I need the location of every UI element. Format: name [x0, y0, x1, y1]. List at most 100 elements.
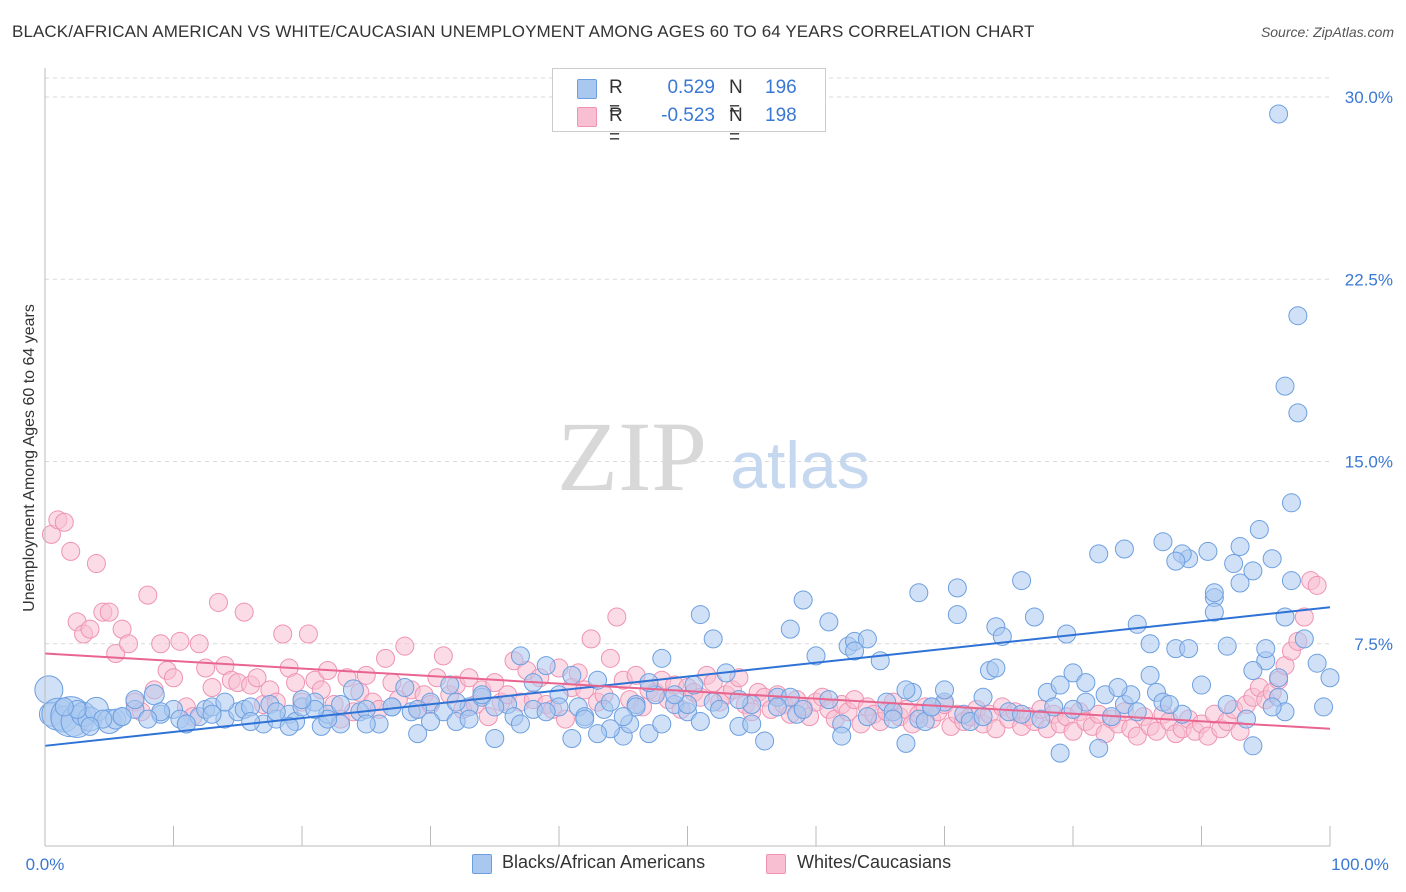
blue-point: [1230, 573, 1250, 593]
blue-point: [241, 712, 261, 732]
watermark-zip: ZIP: [557, 401, 707, 512]
blue-point: [1269, 104, 1289, 124]
blue-point: [922, 697, 942, 717]
blue-point: [1256, 639, 1276, 659]
blue-point: [1114, 539, 1134, 559]
pink-point: [600, 648, 620, 668]
pink-point: [286, 673, 306, 693]
blue-point: [342, 679, 364, 701]
blue-point: [742, 714, 762, 734]
blue-point: [710, 699, 730, 719]
pink-point: [1307, 575, 1327, 595]
pink-point: [189, 634, 209, 654]
blue-point: [652, 714, 672, 734]
blue-point: [331, 695, 351, 714]
blue-point: [1243, 660, 1263, 680]
blue-point: [1288, 403, 1308, 423]
pink-point: [119, 634, 139, 654]
watermark-atlas: atlas: [730, 428, 869, 502]
blue-point: [1269, 668, 1289, 688]
pink-point: [61, 541, 81, 561]
blue-point: [485, 729, 505, 749]
pink-point: [170, 631, 190, 651]
pink-point: [607, 607, 627, 627]
pink-point: [234, 602, 254, 622]
blue-point: [845, 641, 865, 661]
pink-point: [1294, 607, 1314, 627]
blue-point: [1281, 493, 1301, 513]
blue-point: [575, 709, 595, 729]
blue-point: [1172, 704, 1192, 724]
blue-point: [793, 590, 813, 610]
blue-point: [80, 716, 100, 736]
blue-point: [1243, 736, 1263, 756]
blue-trend-line: [44, 606, 1331, 747]
pink-point: [80, 619, 100, 639]
blue-point: [947, 605, 967, 625]
x-tick-label: 100.0%: [1331, 855, 1389, 874]
y-axis-label: Unemployment Among Ages 60 to 64 years: [21, 304, 38, 612]
blue-point: [896, 680, 916, 700]
pink-point: [247, 668, 267, 688]
blue-point: [176, 714, 196, 734]
blue-point: [1217, 695, 1237, 714]
pink-point: [298, 624, 318, 644]
legend-blue-label: Blacks/African Americans: [502, 852, 706, 872]
blue-point: [626, 697, 646, 717]
legend-r-label: R =: [609, 105, 623, 148]
blue-point: [1314, 697, 1334, 717]
blue-point: [806, 646, 826, 666]
blue-point: [857, 629, 877, 649]
pink-point: [99, 602, 119, 622]
legend-n-value: 198: [765, 105, 797, 126]
blue-point: [1012, 571, 1032, 591]
blue-point: [421, 712, 440, 732]
pink-point: [273, 624, 293, 644]
blue-point: [125, 690, 145, 710]
pink-point: [376, 648, 396, 668]
blue-point: [1089, 544, 1109, 564]
pink-point: [1063, 721, 1083, 741]
blue-point: [857, 707, 877, 727]
blue-point: [562, 729, 582, 749]
blue-point: [472, 685, 492, 705]
blue-point: [819, 612, 839, 632]
blue-point: [665, 685, 685, 705]
blue-point: [510, 714, 530, 734]
blue-point: [1249, 520, 1269, 540]
blue-point: [1307, 653, 1327, 673]
blue-point: [767, 697, 787, 717]
pink-point: [151, 634, 171, 654]
blue-point: [1230, 537, 1250, 557]
blue-point: [1089, 738, 1109, 758]
trend-lines: [44, 606, 1331, 747]
blue-point: [1127, 614, 1147, 634]
blue-point: [1063, 663, 1083, 683]
blue-point: [883, 709, 903, 729]
blue-point: [1012, 704, 1032, 724]
legend-r-label: R =: [609, 77, 623, 120]
blue-point: [992, 626, 1012, 646]
blue-point: [600, 692, 620, 712]
source-label: Source: ZipAtlas.com: [1260, 24, 1394, 40]
pink-point: [581, 629, 601, 649]
blue-point: [935, 680, 954, 700]
blue-point: [1031, 709, 1051, 729]
blue-point: [1140, 634, 1160, 654]
blue-point: [1236, 709, 1256, 729]
pink-point: [356, 665, 376, 685]
blue-point: [690, 712, 710, 732]
blue-point: [1050, 675, 1070, 695]
blue-point: [112, 707, 132, 727]
blue-point: [143, 684, 165, 706]
blue-point: [1288, 306, 1308, 326]
blue-point: [1294, 629, 1314, 649]
blue-point: [1262, 697, 1282, 717]
legend-pink-swatch: [766, 854, 786, 874]
blue-point: [986, 658, 1006, 678]
blue-point: [1063, 699, 1083, 719]
y-tick-label: 15.0%: [1345, 453, 1393, 472]
blue-point: [54, 697, 74, 717]
blue-point: [639, 724, 659, 744]
